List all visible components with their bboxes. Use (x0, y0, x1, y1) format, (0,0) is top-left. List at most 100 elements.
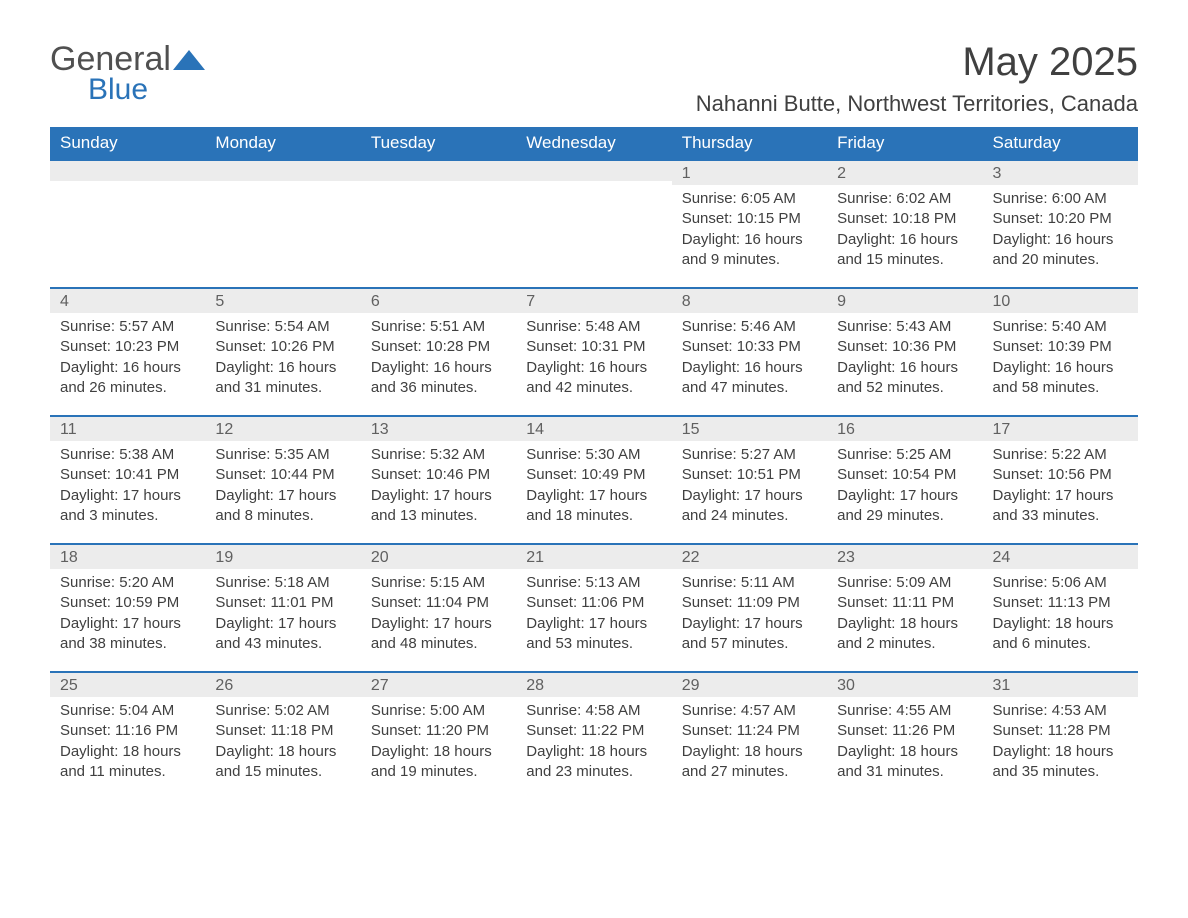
calendar-cell: 5Sunrise: 5:54 AMSunset: 10:26 PMDayligh… (205, 287, 360, 415)
day-number: 2 (827, 161, 982, 185)
sunrise-line: Sunrise: 5:20 AM (60, 573, 195, 593)
sunset-line: Sunset: 11:13 PM (993, 593, 1128, 613)
sunset-line: Sunset: 10:39 PM (993, 337, 1128, 357)
calendar-cell: 13Sunrise: 5:32 AMSunset: 10:46 PMDaylig… (361, 415, 516, 543)
calendar-cell: 15Sunrise: 5:27 AMSunset: 10:51 PMDaylig… (672, 415, 827, 543)
sunset-line: Sunset: 10:56 PM (993, 465, 1128, 485)
day-content: Sunrise: 5:09 AMSunset: 11:11 PMDaylight… (827, 569, 982, 664)
sunset-line: Sunset: 10:15 PM (682, 209, 817, 229)
sunset-line: Sunset: 10:46 PM (371, 465, 506, 485)
day-number: 9 (827, 289, 982, 313)
day-content: Sunrise: 5:18 AMSunset: 11:01 PMDaylight… (205, 569, 360, 664)
day-number: 24 (983, 545, 1138, 569)
day-number: 22 (672, 545, 827, 569)
calendar-cell: 8Sunrise: 5:46 AMSunset: 10:33 PMDayligh… (672, 287, 827, 415)
sunset-line: Sunset: 11:22 PM (526, 721, 661, 741)
sunset-line: Sunset: 10:26 PM (215, 337, 350, 357)
sunrise-line: Sunrise: 5:38 AM (60, 445, 195, 465)
sunset-line: Sunset: 10:41 PM (60, 465, 195, 485)
logo: General Blue (50, 40, 205, 107)
day-number: 14 (516, 417, 671, 441)
day-number (205, 161, 360, 181)
day-number: 12 (205, 417, 360, 441)
sunset-line: Sunset: 11:18 PM (215, 721, 350, 741)
calendar-cell-empty (50, 159, 205, 287)
day-number: 30 (827, 673, 982, 697)
day-content: Sunrise: 5:51 AMSunset: 10:28 PMDaylight… (361, 313, 516, 408)
calendar-cell: 19Sunrise: 5:18 AMSunset: 11:01 PMDaylig… (205, 543, 360, 671)
calendar-cell: 4Sunrise: 5:57 AMSunset: 10:23 PMDayligh… (50, 287, 205, 415)
day-number (50, 161, 205, 181)
weekday-header-row: SundayMondayTuesdayWednesdayThursdayFrid… (50, 127, 1138, 159)
day-content: Sunrise: 5:13 AMSunset: 11:06 PMDaylight… (516, 569, 671, 664)
sunrise-line: Sunrise: 5:04 AM (60, 701, 195, 721)
sunrise-line: Sunrise: 5:51 AM (371, 317, 506, 337)
calendar-cell: 24Sunrise: 5:06 AMSunset: 11:13 PMDaylig… (983, 543, 1138, 671)
calendar-cell: 10Sunrise: 5:40 AMSunset: 10:39 PMDaylig… (983, 287, 1138, 415)
day-number: 13 (361, 417, 516, 441)
sunset-line: Sunset: 11:09 PM (682, 593, 817, 613)
sunset-line: Sunset: 11:28 PM (993, 721, 1128, 741)
day-content: Sunrise: 6:00 AMSunset: 10:20 PMDaylight… (983, 185, 1138, 280)
day-content: Sunrise: 5:06 AMSunset: 11:13 PMDaylight… (983, 569, 1138, 664)
day-number: 20 (361, 545, 516, 569)
sunset-line: Sunset: 11:16 PM (60, 721, 195, 741)
daylight-line: Daylight: 16 hours and 36 minutes. (371, 358, 506, 399)
day-number: 26 (205, 673, 360, 697)
calendar-row: 25Sunrise: 5:04 AMSunset: 11:16 PMDaylig… (50, 671, 1138, 799)
daylight-line: Daylight: 17 hours and 33 minutes. (993, 486, 1128, 527)
calendar-cell: 7Sunrise: 5:48 AMSunset: 10:31 PMDayligh… (516, 287, 671, 415)
sunrise-line: Sunrise: 5:06 AM (993, 573, 1128, 593)
day-number: 7 (516, 289, 671, 313)
sunrise-line: Sunrise: 4:57 AM (682, 701, 817, 721)
logo-text-blue: Blue (88, 73, 205, 107)
daylight-line: Daylight: 17 hours and 24 minutes. (682, 486, 817, 527)
daylight-line: Daylight: 17 hours and 3 minutes. (60, 486, 195, 527)
daylight-line: Daylight: 18 hours and 27 minutes. (682, 742, 817, 783)
sunset-line: Sunset: 11:26 PM (837, 721, 972, 741)
sunrise-line: Sunrise: 6:05 AM (682, 189, 817, 209)
calendar-cell: 29Sunrise: 4:57 AMSunset: 11:24 PMDaylig… (672, 671, 827, 799)
weekday-header: Wednesday (516, 127, 671, 159)
daylight-line: Daylight: 16 hours and 42 minutes. (526, 358, 661, 399)
calendar-cell: 28Sunrise: 4:58 AMSunset: 11:22 PMDaylig… (516, 671, 671, 799)
day-number: 6 (361, 289, 516, 313)
header: General Blue May 2025 Nahanni Butte, Nor… (50, 40, 1138, 117)
weekday-header: Sunday (50, 127, 205, 159)
sunset-line: Sunset: 10:54 PM (837, 465, 972, 485)
sunset-line: Sunset: 10:18 PM (837, 209, 972, 229)
calendar-cell-empty (516, 159, 671, 287)
calendar-cell: 3Sunrise: 6:00 AMSunset: 10:20 PMDayligh… (983, 159, 1138, 287)
day-content: Sunrise: 5:00 AMSunset: 11:20 PMDaylight… (361, 697, 516, 792)
sunrise-line: Sunrise: 5:25 AM (837, 445, 972, 465)
daylight-line: Daylight: 18 hours and 2 minutes. (837, 614, 972, 655)
calendar-body: 1Sunrise: 6:05 AMSunset: 10:15 PMDayligh… (50, 159, 1138, 799)
daylight-line: Daylight: 16 hours and 52 minutes. (837, 358, 972, 399)
day-content: Sunrise: 5:38 AMSunset: 10:41 PMDaylight… (50, 441, 205, 536)
day-number (361, 161, 516, 181)
sunrise-line: Sunrise: 5:18 AM (215, 573, 350, 593)
sunrise-line: Sunrise: 5:35 AM (215, 445, 350, 465)
day-number: 11 (50, 417, 205, 441)
daylight-line: Daylight: 16 hours and 47 minutes. (682, 358, 817, 399)
calendar-cell: 27Sunrise: 5:00 AMSunset: 11:20 PMDaylig… (361, 671, 516, 799)
weekday-header: Tuesday (361, 127, 516, 159)
daylight-line: Daylight: 17 hours and 57 minutes. (682, 614, 817, 655)
logo-triangle-left-icon (173, 50, 189, 70)
daylight-line: Daylight: 18 hours and 15 minutes. (215, 742, 350, 783)
daylight-line: Daylight: 18 hours and 31 minutes. (837, 742, 972, 783)
sunset-line: Sunset: 10:33 PM (682, 337, 817, 357)
sunset-line: Sunset: 10:49 PM (526, 465, 661, 485)
daylight-line: Daylight: 17 hours and 8 minutes. (215, 486, 350, 527)
calendar-cell: 26Sunrise: 5:02 AMSunset: 11:18 PMDaylig… (205, 671, 360, 799)
sunrise-line: Sunrise: 5:13 AM (526, 573, 661, 593)
calendar-cell: 16Sunrise: 5:25 AMSunset: 10:54 PMDaylig… (827, 415, 982, 543)
day-content: Sunrise: 5:30 AMSunset: 10:49 PMDaylight… (516, 441, 671, 536)
day-content: Sunrise: 5:32 AMSunset: 10:46 PMDaylight… (361, 441, 516, 536)
sunset-line: Sunset: 11:20 PM (371, 721, 506, 741)
day-number: 17 (983, 417, 1138, 441)
day-content: Sunrise: 5:35 AMSunset: 10:44 PMDaylight… (205, 441, 360, 536)
sunrise-line: Sunrise: 6:00 AM (993, 189, 1128, 209)
day-content: Sunrise: 5:25 AMSunset: 10:54 PMDaylight… (827, 441, 982, 536)
location-text: Nahanni Butte, Northwest Territories, Ca… (696, 91, 1138, 117)
